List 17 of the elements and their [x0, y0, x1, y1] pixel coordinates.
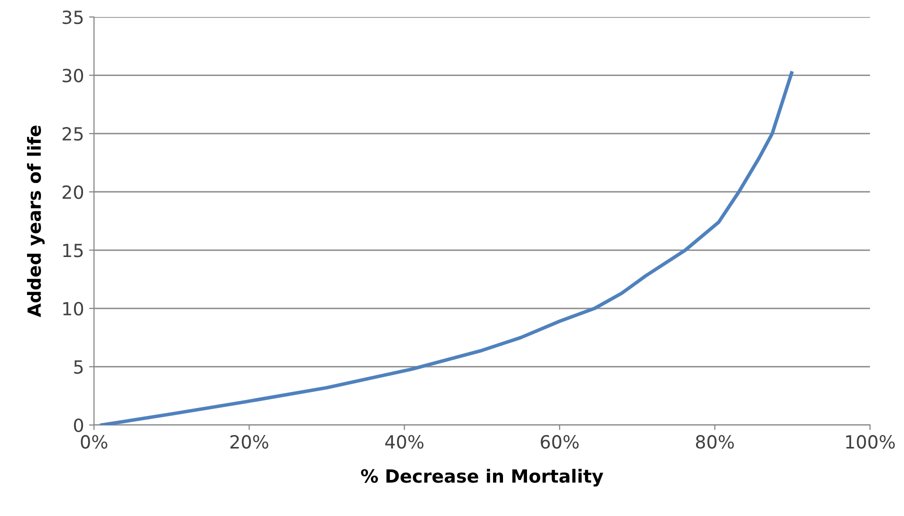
x-axis-title: % Decrease in Mortality	[361, 468, 604, 486]
x-tick-label: 0%	[80, 435, 108, 449]
y-tick-label: 35	[62, 10, 83, 24]
x-tick-label: 20%	[230, 435, 268, 449]
y-tick-label: 0	[74, 418, 84, 432]
y-tick-label: 30	[62, 68, 84, 82]
y-tick-label: 15	[63, 244, 83, 258]
y-tick-label: 25	[62, 127, 83, 141]
x-tick-label: 100%	[846, 435, 895, 449]
line-series	[100, 71, 794, 425]
y-tick-label: 10	[63, 302, 84, 316]
y-axis-title: Added years of life	[27, 126, 45, 318]
x-tick-label: 40%	[385, 435, 424, 449]
y-tick-label: 20	[62, 185, 84, 199]
x-tick-label: 80%	[696, 435, 734, 449]
x-tick-label: 60%	[540, 435, 579, 449]
y-tick-label: 5	[74, 360, 83, 374]
